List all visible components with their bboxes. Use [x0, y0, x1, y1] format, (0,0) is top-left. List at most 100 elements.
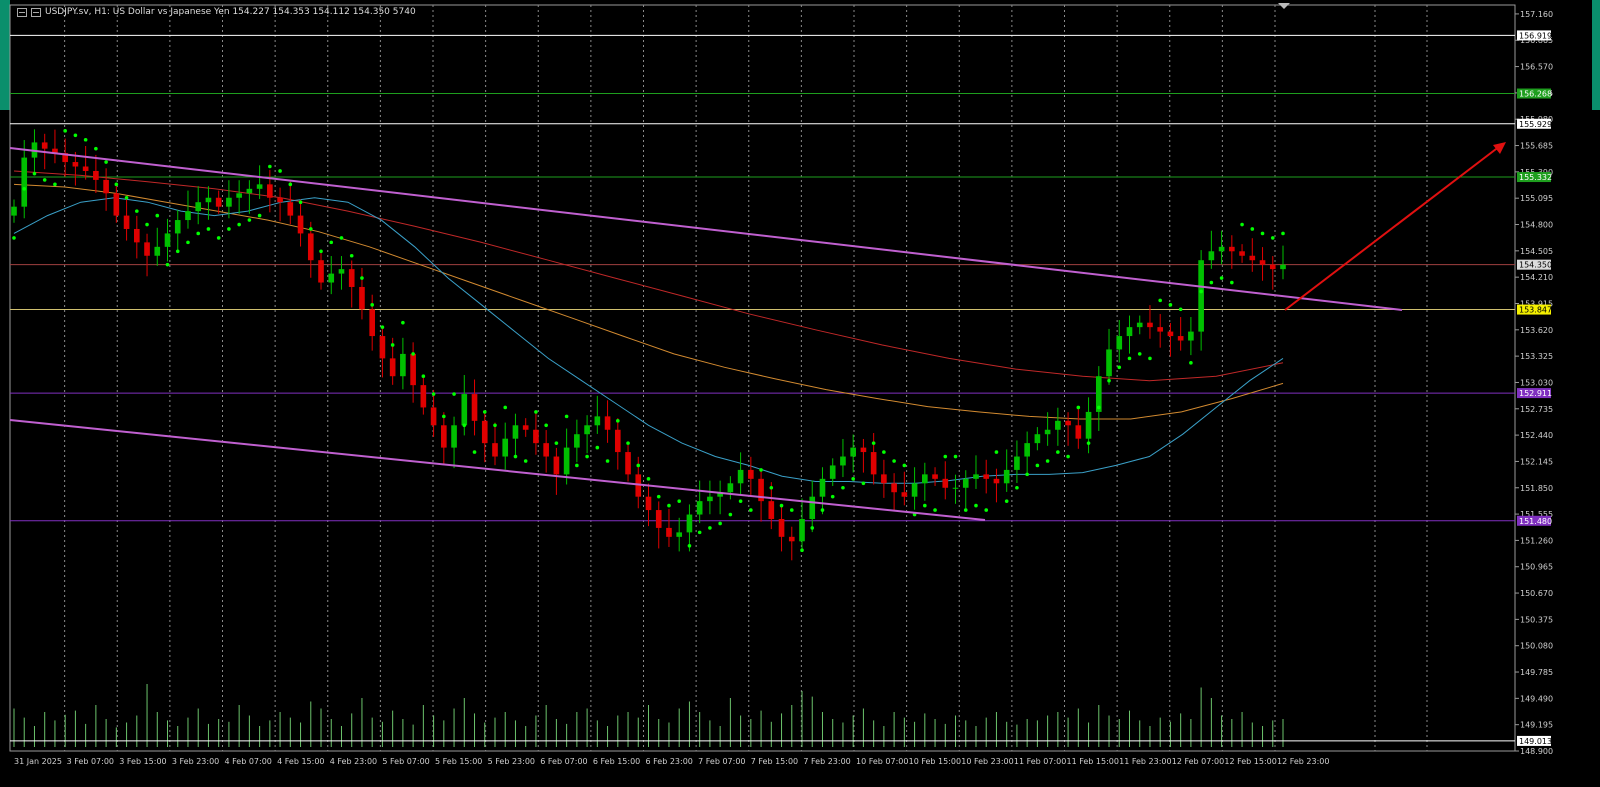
y-tick-label: 150.375: [1520, 615, 1553, 624]
parabolic-sar-dot: [83, 137, 88, 142]
window-edge-left: [0, 0, 10, 110]
candle-body: [686, 514, 693, 533]
candle-body: [962, 478, 969, 488]
candle-body: [829, 465, 836, 479]
x-tick-label: 11 Feb 07:00: [1014, 757, 1066, 766]
price-level-label: 153.847: [1519, 306, 1552, 315]
price-level-tag: [1517, 735, 1551, 746]
x-tick-label: 31 Jan 2025: [14, 757, 62, 766]
y-tick-label: 151.850: [1520, 484, 1553, 493]
parabolic-sar-dot: [1270, 236, 1275, 240]
parabolic-sar-dot: [626, 441, 630, 445]
parabolic-sar-dot: [1219, 276, 1224, 280]
parabolic-sar-dot: [268, 164, 272, 169]
parabolic-sar-dot: [42, 178, 47, 182]
candle-body: [625, 452, 631, 475]
parabolic-sar-dot: [882, 450, 886, 454]
candle-body: [52, 148, 58, 154]
candle-body: [788, 536, 795, 542]
candle-body: [451, 425, 457, 448]
window-edge-right: [1592, 0, 1600, 110]
candle-body: [993, 478, 1000, 484]
price-level-label: 149.013: [1519, 737, 1552, 746]
parabolic-sar-dot: [636, 463, 641, 468]
parabolic-sar-dot: [728, 512, 733, 517]
candle-body: [236, 193, 242, 198]
price-level-tag: [1517, 88, 1551, 99]
candle-body: [758, 478, 764, 502]
y-tick-label: 151.555: [1520, 510, 1553, 519]
candle-body: [1136, 322, 1143, 328]
candle-body: [492, 443, 498, 457]
parabolic-sar-dot: [1015, 485, 1019, 490]
parabolic-sar-dot: [431, 392, 436, 396]
parabolic-sar-dot: [963, 508, 968, 512]
parabolic-sar-dot: [738, 499, 743, 503]
x-tick-label: 5 Feb 07:00: [382, 757, 429, 766]
parabolic-sar-dot: [247, 218, 252, 222]
parabolic-sar-dot: [759, 468, 763, 472]
parabolic-sar-dot: [196, 231, 201, 236]
x-tick-label: 6 Feb 15:00: [593, 757, 640, 766]
x-tick-label: 6 Feb 07:00: [540, 757, 587, 766]
parabolic-sar-dot: [53, 182, 57, 187]
y-tick-label: 152.145: [1520, 457, 1553, 466]
candle-body: [103, 179, 109, 194]
candle-body: [205, 197, 212, 203]
parabolic-sar-dot: [820, 508, 825, 512]
parabolic-sar-dot: [452, 392, 456, 396]
parabolic-sar-dot: [892, 459, 896, 463]
x-tick-label: 10 Feb 23:00: [961, 757, 1013, 766]
x-tick-label: 7 Feb 15:00: [751, 757, 798, 766]
y-tick-label: 155.095: [1520, 194, 1553, 203]
candle-body: [799, 518, 805, 542]
candle-body: [1085, 411, 1092, 439]
candle-body: [379, 336, 386, 359]
candle-body: [891, 483, 897, 493]
candle-body: [1044, 429, 1051, 435]
price-level-tag: [1517, 172, 1551, 183]
parabolic-sar-dot: [288, 182, 293, 187]
candle-body: [471, 394, 478, 421]
candle-body: [174, 220, 181, 234]
parabolic-sar-dot: [667, 503, 671, 508]
candle-body: [901, 492, 908, 497]
parabolic-sar-dot: [677, 499, 682, 503]
parabolic-sar-dot: [462, 423, 467, 428]
price-level-tag: [1517, 118, 1551, 129]
forecast-arrow-head: [1493, 142, 1506, 154]
candle-body: [461, 394, 468, 426]
candle-body: [676, 532, 683, 537]
price-level-label: 156.919: [1519, 31, 1552, 40]
candle-body: [696, 501, 703, 515]
parabolic-sar-dot: [1230, 280, 1234, 285]
parabolic-sar-dot: [1137, 352, 1142, 356]
parabolic-sar-dot: [135, 209, 139, 213]
parabolic-sar-dot: [472, 450, 477, 454]
candle-body: [707, 496, 713, 502]
x-tick-label: 3 Feb 07:00: [67, 757, 114, 766]
parabolic-sar-dot: [22, 187, 27, 191]
parabolic-sar-dot: [442, 414, 446, 419]
candle-body: [512, 425, 519, 439]
candle-body: [563, 447, 570, 475]
candle-body: [267, 184, 273, 198]
parabolic-sar-dot: [380, 325, 385, 329]
x-tick-label: 7 Feb 07:00: [698, 757, 745, 766]
chart-header: USDJPY.sv, H1: US Dollar vs Japanese Yen…: [17, 5, 416, 19]
candle-body: [645, 496, 652, 511]
y-tick-label: 150.080: [1520, 642, 1553, 651]
candle-body: [441, 425, 447, 448]
candle-body: [287, 202, 294, 216]
candle-body: [502, 438, 509, 457]
parabolic-sar-dot: [687, 543, 692, 548]
x-tick-label: 11 Feb 23:00: [1119, 757, 1171, 766]
candle-body: [297, 215, 304, 234]
candle-body: [1095, 376, 1102, 412]
y-tick-label: 151.260: [1520, 536, 1553, 545]
parabolic-sar-dot: [1199, 289, 1203, 294]
parabolic-sar-dot: [697, 530, 702, 535]
candle-body: [778, 518, 785, 537]
y-tick-label: 155.685: [1520, 142, 1553, 151]
